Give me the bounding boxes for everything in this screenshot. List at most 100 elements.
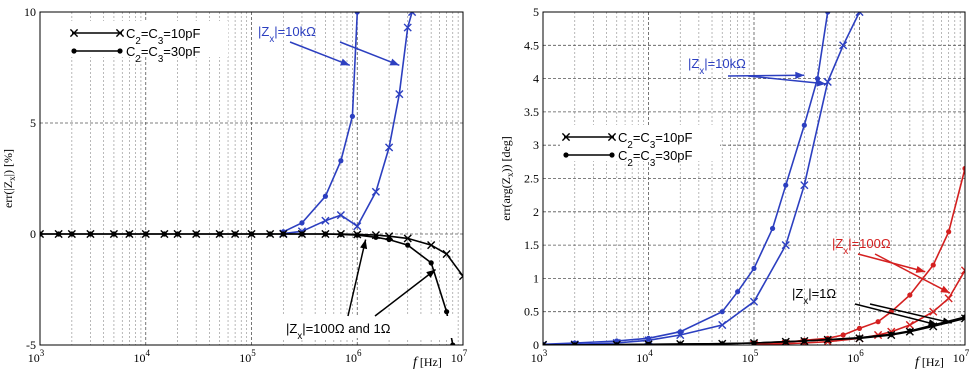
data-point [718, 320, 727, 330]
data-point [856, 325, 863, 331]
data-point [322, 231, 329, 237]
data-point [677, 341, 683, 345]
plot-frame [39, 11, 464, 346]
annotation-label: |Zx|=100Ω [832, 236, 891, 257]
y-tick-label: 1.5 [524, 238, 539, 252]
data-point [751, 340, 757, 345]
x-tick-label: 104 [636, 348, 653, 365]
data-point [322, 193, 329, 199]
data-point [735, 289, 741, 295]
data-point [403, 23, 412, 32]
data-point [384, 143, 394, 152]
legend-marker-start [561, 132, 571, 142]
y-tick-label: 10 [24, 5, 36, 19]
data-point [428, 260, 434, 266]
data-point [801, 338, 807, 344]
data-point [905, 320, 914, 330]
arrow-10k-b [747, 75, 826, 87]
data-point [299, 231, 305, 237]
arrow-10k-a [727, 71, 805, 79]
data-point [825, 337, 831, 343]
data-point [783, 339, 789, 345]
data-point [719, 309, 725, 315]
data-point [801, 122, 807, 128]
annotation-background [283, 316, 457, 338]
data-point [267, 231, 273, 237]
data-point [217, 231, 223, 237]
legend-marker-start [69, 28, 79, 38]
y-axis-title: err(|Zx|) [%] [1, 149, 17, 208]
data-point [143, 231, 149, 237]
data-point [614, 342, 620, 345]
x-tick-label: 105 [239, 348, 256, 365]
data-point [299, 220, 305, 226]
data-point [719, 341, 725, 345]
x-axis-title: f [Hz] [413, 355, 442, 370]
annotation-label: |Zx|=10kΩ [258, 24, 316, 45]
data-point [111, 231, 117, 237]
legend-entry-label: C2=C3=10pF [126, 26, 201, 47]
grid [542, 11, 966, 346]
arrow-10k-a [289, 41, 351, 66]
x-tick-label: 104 [134, 348, 151, 365]
legend-marker-end [609, 152, 615, 158]
left-chart: -5 0 5 10 103 104 105 106 107 f [Hz] err(|Zx|) [%] C… [1, 5, 468, 370]
data-point [840, 332, 846, 338]
data-point [450, 342, 456, 345]
data-point [962, 314, 965, 320]
data-point [338, 231, 344, 238]
data-point [174, 231, 181, 237]
data-point [751, 265, 757, 272]
legend-entry-label: C2=C3=30pF [618, 148, 693, 169]
data-point [87, 231, 94, 237]
plot-frame [542, 11, 966, 346]
x-tick-label: 107 [451, 348, 468, 365]
y-tick-label: 4.5 [524, 38, 539, 52]
legend-marker-end [607, 132, 617, 142]
y-tick-label: 3 [533, 138, 539, 152]
data-point [373, 234, 379, 240]
data-point [888, 331, 894, 337]
data-point [371, 187, 380, 196]
data-point [839, 41, 848, 50]
y-axis-title: err(arg(Zx)) [deg] [499, 136, 515, 221]
data-point [781, 241, 790, 250]
data-point [944, 294, 953, 303]
annotation-label: |Zx|=100Ω and 1Ω [286, 321, 391, 342]
data-point [349, 113, 356, 119]
arrow-100-1-b [374, 268, 437, 317]
data-point [543, 342, 546, 345]
data-point [442, 249, 451, 259]
data-point [336, 211, 345, 220]
legend-marker-start [563, 152, 569, 158]
y-tick-label: 5 [533, 5, 539, 19]
y-tick-label: 5 [30, 116, 36, 130]
data-point [40, 229, 45, 239]
y-tick-label: 2.5 [524, 172, 539, 186]
data-point [929, 307, 938, 316]
data-point [427, 241, 436, 250]
y-tick-label: 4 [533, 72, 539, 86]
data-point [403, 234, 412, 243]
data-point [161, 231, 167, 237]
x-tick-label: 103 [531, 348, 548, 365]
data-point [930, 262, 936, 268]
data-point [353, 222, 362, 231]
x-axis-title: f [Hz] [915, 355, 944, 370]
y-tick-label: 0 [30, 227, 36, 241]
series-group [40, 12, 463, 345]
arrow-100-1-a [347, 239, 368, 317]
arrow-1-b [869, 303, 952, 325]
data-point [232, 231, 238, 237]
data-point [570, 340, 579, 345]
data-point [825, 12, 831, 15]
data-point [280, 231, 286, 237]
data-point [875, 319, 881, 325]
data-point [749, 297, 759, 306]
legend-marker-start [71, 48, 77, 54]
data-point [783, 182, 789, 188]
data-point [960, 314, 965, 323]
data-point [543, 340, 548, 345]
data-point [386, 236, 392, 243]
data-point [855, 12, 864, 17]
